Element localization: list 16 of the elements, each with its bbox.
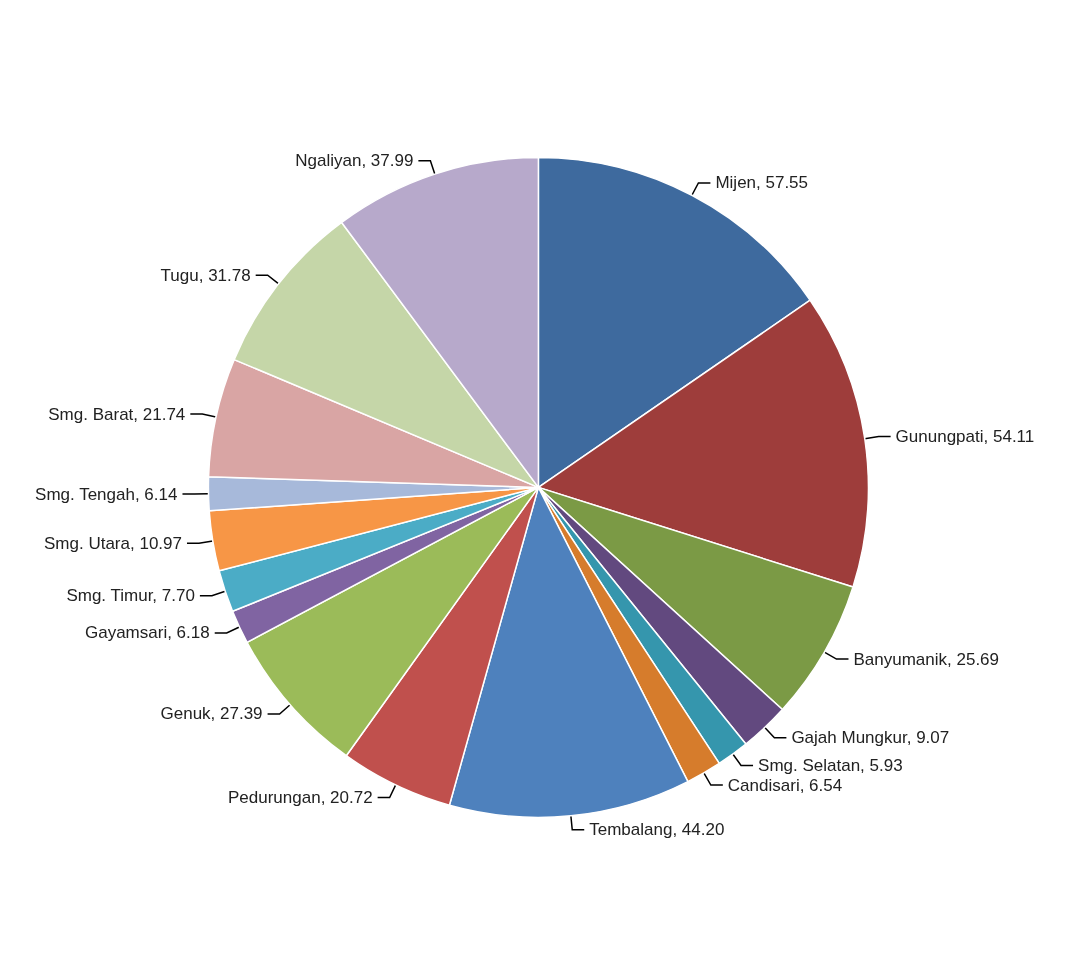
slice-label: Smg. Selatan, 5.93 bbox=[758, 755, 903, 775]
slice-label: Gunungpati, 54.11 bbox=[895, 427, 1035, 447]
slice-label: Tugu, 31.78 bbox=[160, 265, 251, 285]
slice-label: Pedurungan, 20.72 bbox=[228, 788, 373, 808]
slice-label: Smg. Barat, 21.74 bbox=[48, 404, 186, 424]
slice-label: Ngaliyan, 37.99 bbox=[295, 151, 414, 171]
slice-label: Gayamsari, 6.18 bbox=[84, 623, 210, 643]
slice-label: Gajah Mungkur, 9.07 bbox=[791, 728, 950, 748]
slice-label: Smg. Tengah, 6.14 bbox=[35, 484, 178, 504]
slice-label: Genuk, 27.39 bbox=[160, 704, 263, 724]
slice-label: Banyumanik, 25.69 bbox=[853, 649, 1000, 669]
slice-label: Smg. Utara, 10.97 bbox=[44, 533, 182, 553]
slice-label: Tembalang, 44.20 bbox=[589, 820, 725, 840]
slice-label: Mijen, 57.55 bbox=[715, 173, 809, 193]
slice-label: Candisari, 6.54 bbox=[727, 775, 843, 795]
slice-label: Smg. Timur, 7.70 bbox=[66, 586, 195, 606]
